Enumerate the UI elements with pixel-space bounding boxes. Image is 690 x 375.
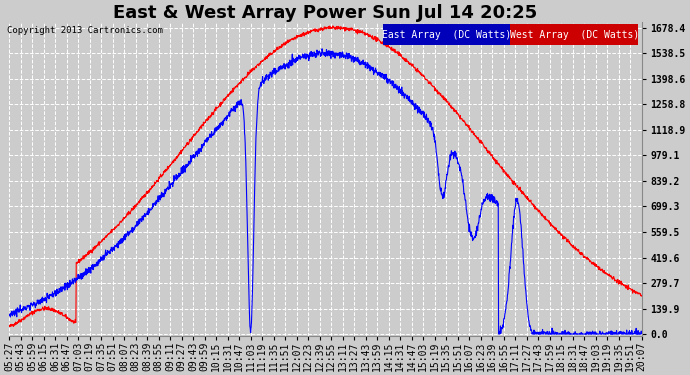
Title: East & West Array Power Sun Jul 14 20:25: East & West Array Power Sun Jul 14 20:25 (113, 4, 538, 22)
Text: Copyright 2013 Cartronics.com: Copyright 2013 Cartronics.com (7, 26, 163, 35)
Text: East Array  (DC Watts): East Array (DC Watts) (382, 30, 511, 39)
Text: West Array  (DC Watts): West Array (DC Watts) (510, 30, 639, 39)
